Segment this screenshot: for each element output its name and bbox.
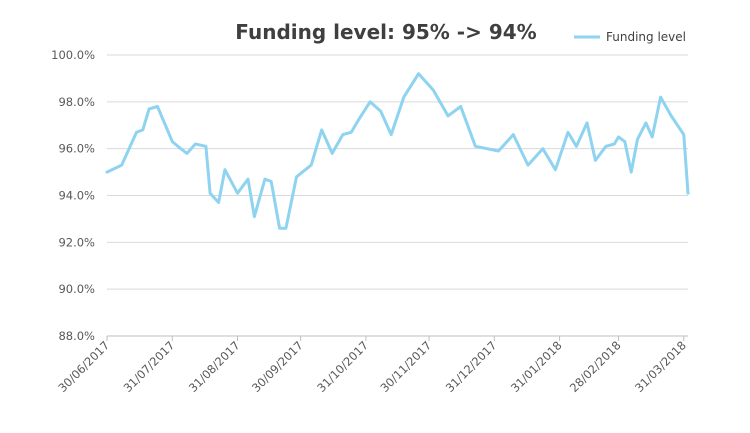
- chart-title: Funding level: 95% -> 94%: [235, 20, 536, 44]
- x-tick-label: 31/12/2017: [443, 338, 500, 395]
- x-tick-label: 31/03/2018: [632, 338, 689, 395]
- series-layer: [105, 72, 690, 230]
- x-tick-label: 31/07/2017: [121, 338, 178, 395]
- x-tick-label: 30/09/2017: [249, 338, 306, 395]
- gridlines: [107, 54, 688, 337]
- y-tick-label: 92.0%: [58, 235, 95, 249]
- x-tick-label: 28/02/2018: [567, 338, 624, 395]
- x-tick-label: 30/06/2017: [55, 338, 112, 395]
- y-tick-label: 88.0%: [58, 329, 95, 343]
- y-tick-label: 98.0%: [58, 95, 95, 109]
- x-tick-label: 31/08/2017: [186, 338, 243, 395]
- y-tick-label: 96.0%: [58, 142, 95, 156]
- y-axis: 88.0% 90.0% 92.0% 94.0% 96.0% 98.0% 100.0%: [51, 48, 95, 343]
- x-axis: 30/06/2017 31/07/2017 31/08/2017 30/09/2017…: [55, 336, 689, 395]
- series-line-funding-level: [105, 72, 690, 230]
- y-tick-label: 90.0%: [58, 282, 95, 296]
- legend: Funding level: [574, 30, 686, 44]
- y-tick-label: 94.0%: [58, 189, 95, 203]
- x-tick-label: 31/01/2018: [508, 338, 565, 395]
- legend-label: Funding level: [606, 30, 686, 44]
- x-tick-label: 30/11/2017: [377, 338, 434, 395]
- x-tick-label: 31/10/2017: [314, 338, 371, 395]
- y-tick-label: 100.0%: [51, 48, 95, 62]
